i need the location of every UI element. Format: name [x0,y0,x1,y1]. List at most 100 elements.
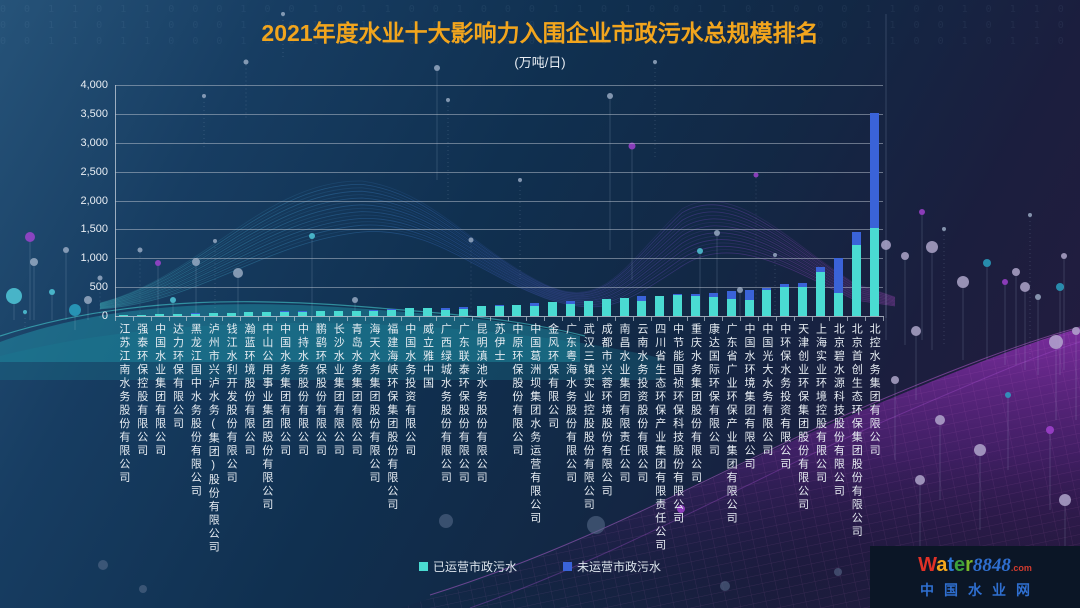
x-category-label: 广东粤海水务股份有限公司 [564,323,577,485]
brand-letter: t [947,553,954,576]
bar-39[interactable] [798,283,808,316]
bar-15[interactable] [369,310,379,316]
bar-26[interactable] [565,301,575,316]
wireframe-wave-ribbons [99,180,896,310]
bar-segment-unoperating [851,231,861,245]
bubble [352,297,358,303]
bar-23[interactable] [512,304,522,316]
bar-41[interactable] [833,258,843,316]
bubble [1046,426,1054,434]
bubble-particles [6,12,1080,593]
bar-29[interactable] [619,297,629,316]
bubble [446,98,450,102]
bubble [628,142,636,150]
bar-36[interactable] [744,290,754,316]
bubble [1049,335,1063,349]
wave-ribbon-line [99,200,896,306]
bar-11[interactable] [298,311,308,316]
bubble [737,287,743,293]
bar-1[interactable] [119,314,129,316]
bubble [942,227,946,231]
bar-segment-operating [137,314,147,316]
bar-segment-unoperating [869,113,879,228]
bubble [309,233,315,239]
x-tick [579,317,581,321]
bar-31[interactable] [655,295,665,316]
bar-42[interactable] [851,231,861,316]
bar-segment-operating [405,308,415,316]
bar-33[interactable] [690,294,700,316]
bar-16[interactable] [387,309,397,316]
bar-3[interactable] [155,313,165,316]
wave-ribbon-line [99,207,896,307]
bar-35[interactable] [726,291,736,316]
bar-34[interactable] [708,293,718,316]
bar-40[interactable] [815,267,825,316]
brand-number: 8848 [972,554,1011,576]
bar-24[interactable] [530,303,540,316]
bar-22[interactable] [494,305,504,316]
bar-6[interactable] [208,312,218,316]
bar-43[interactable] [869,113,879,316]
bubble [213,239,217,243]
bar-12[interactable] [315,311,325,316]
bar-segment-operating [173,313,182,316]
x-tick [490,317,492,321]
bar-segment-unoperating [440,307,450,310]
brand-word: Water [918,555,973,575]
x-category-label: 武汉三镇实业控股股份有限公司 [582,323,595,512]
bar-13[interactable] [333,310,343,316]
x-tick [883,317,884,321]
bar-21[interactable] [476,306,486,316]
bar-7[interactable] [226,312,236,316]
x-category-label: 钱江水利开发股份有限公司 [225,323,238,485]
bubble [69,304,81,316]
legend-item-operating[interactable]: 已运营市政污水 [418,558,517,575]
bar-38[interactable] [780,284,790,316]
bar-20[interactable] [458,307,468,316]
bar-segment-unoperating [690,294,700,296]
y-tick-label: 2,500 [80,165,108,178]
brand-letter: a [936,553,948,576]
bar-10[interactable] [280,311,290,316]
bar-27[interactable] [583,300,593,316]
x-tick [347,317,349,321]
bar-32[interactable] [673,294,683,316]
bubble [1061,253,1067,259]
x-tick [775,317,777,321]
x-tick [204,317,206,321]
bar-segment-unoperating [619,297,629,299]
x-category-label: 中国水环境集团有限公司 [743,323,756,472]
bar-14[interactable] [351,310,361,316]
bubble [155,260,161,266]
bar-8[interactable] [244,311,254,316]
bubble [834,568,842,576]
bubble [137,247,143,253]
bar-30[interactable] [637,295,647,316]
bar-segment-operating [530,305,540,316]
x-tick [132,317,134,321]
bar-segment-operating [280,311,290,316]
bar-segment-unoperating [458,307,468,310]
bar-2[interactable] [137,314,147,316]
x-tick [686,317,688,321]
bar-37[interactable] [762,287,772,316]
bar-17[interactable] [405,308,415,316]
bar-9[interactable] [262,311,272,316]
wave-ribbon-line [99,194,896,305]
bar-segment-operating [637,301,647,316]
bar-18[interactable] [423,307,433,316]
bar-segment-operating [690,295,700,316]
bar-19[interactable] [440,307,450,316]
bar-5[interactable] [190,313,200,316]
gridline [115,113,883,115]
bubble [518,178,522,182]
hill-crest-line [469,341,1080,608]
bar-segment-unoperating [708,293,718,298]
legend-item-unoperating[interactable]: 未运营市政污水 [563,558,661,575]
bar-28[interactable] [601,298,611,316]
bar-25[interactable] [548,302,558,316]
bar-4[interactable] [173,313,182,316]
bubble [653,60,657,64]
bar-segment-operating [780,286,790,316]
